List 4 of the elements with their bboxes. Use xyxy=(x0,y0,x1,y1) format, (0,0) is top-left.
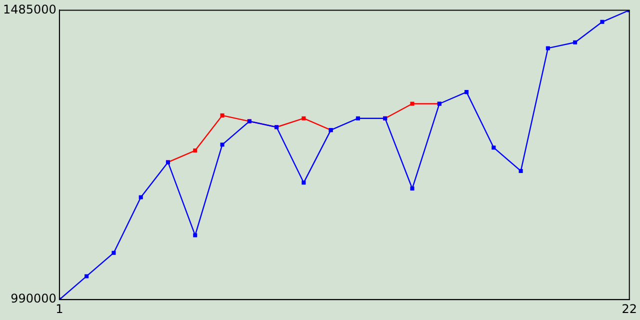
x-tick-label: 22 xyxy=(622,302,638,316)
y-tick-label: 1485000 xyxy=(2,2,56,16)
x-tick-label: 1 xyxy=(56,302,64,316)
y-tick-label: 990000 xyxy=(10,292,56,306)
